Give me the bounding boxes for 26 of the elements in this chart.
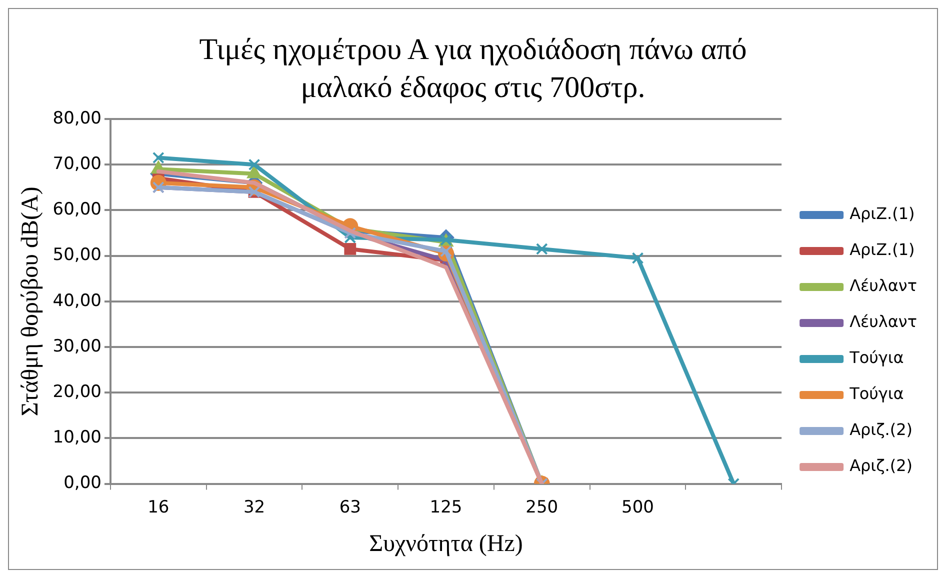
y-tick-label: 30,00	[52, 336, 102, 356]
y-tick-label: 20,00	[52, 382, 102, 402]
legend-label: Αριζ.(2)	[850, 420, 913, 440]
legend-label: Αριζ.(2)	[850, 456, 913, 476]
y-tick-label: 60,00	[52, 200, 102, 220]
y-tick-label: 40,00	[52, 290, 102, 311]
y-tick-label: 80,00	[52, 108, 102, 128]
x-tick-label: 250	[526, 497, 558, 518]
x-tick-label: 63	[339, 497, 361, 518]
legend-label: ΑριZ.(1)	[850, 204, 915, 224]
legend-label: Λέυλαντ	[850, 312, 917, 332]
legend-label: Τούγια	[848, 348, 904, 368]
y-tick-label: 70,00	[52, 154, 102, 174]
legend-label: Τούγια	[848, 384, 904, 404]
legend-label: Λέυλαντ	[850, 276, 917, 296]
x-tick-label: 16	[148, 497, 170, 518]
y-tick-label: 50,00	[52, 245, 102, 266]
x-tick-label: 500	[622, 497, 654, 518]
x-axis-title: Συχνότητα (Hz)	[369, 530, 523, 557]
y-tick-label: 0,00	[64, 473, 102, 494]
legend-label: ΑριZ.(1)	[850, 240, 915, 260]
chart-title: Τιμές ηχομέτρου Α για ηχοδιάδοση πάνω από μαλακό έδαφος στις 700στρ.	[198, 32, 748, 106]
y-tick-label: 10,00	[52, 428, 102, 448]
x-tick-label: 32	[243, 497, 266, 518]
x-tick-label: 125	[430, 497, 462, 518]
y-axis-title: Στάθμη θορύβου dB(A)	[18, 186, 44, 416]
